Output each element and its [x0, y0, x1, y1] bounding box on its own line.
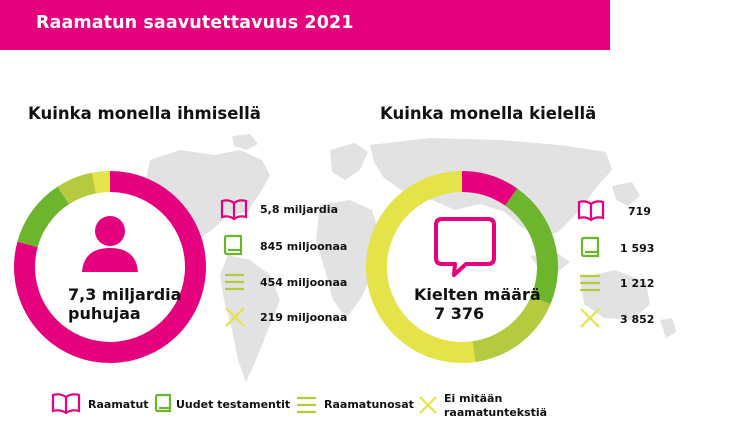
donut-slice: [505, 188, 558, 305]
book-closed-icon: [223, 234, 243, 256]
donut-slice: [472, 296, 551, 363]
data-label: 1 593: [620, 242, 655, 255]
speech-bubble-icon: [434, 217, 496, 277]
languages-donut: [366, 171, 558, 363]
donut-slice: [462, 171, 518, 206]
speakers-total-unit: puhujaa: [68, 304, 141, 323]
legend-label-bibles: Raamatut: [88, 398, 149, 411]
legend-label-new-testaments: Uudet testamentit: [176, 398, 291, 411]
person-icon: [82, 216, 138, 272]
cross-icon: [419, 396, 437, 414]
data-label: 719: [628, 205, 651, 218]
book-icon: [577, 200, 605, 222]
cross-icon: [225, 307, 245, 327]
book-icon: [51, 393, 81, 415]
languages-total-label: Kielten määrä: [414, 285, 541, 304]
speakers-total-label: 7,3 miljardia: [68, 285, 182, 304]
speakers-donut: [14, 171, 207, 363]
languages-total-value: 7 376: [434, 304, 485, 323]
donut-slice: [57, 172, 96, 205]
lines-icon: [297, 396, 316, 414]
header-banner: [0, 0, 610, 50]
data-label: 219 miljoonaa: [260, 311, 348, 324]
data-label: 5,8 miljardia: [260, 203, 339, 216]
legend-label-none-2: raamatuntekstiä: [444, 406, 548, 419]
lines-icon: [580, 274, 600, 292]
donut-slice: [17, 186, 70, 248]
data-label: 845 miljoonaa: [260, 240, 348, 253]
book-closed-icon: [154, 393, 172, 413]
lines-icon: [225, 273, 244, 291]
languages-chart-title: Kuinka monella kielellä: [380, 104, 597, 123]
data-label: 1 212: [620, 277, 655, 290]
data-label: 3 852: [620, 313, 655, 326]
speakers-chart-title: Kuinka monella ihmisellä: [28, 104, 261, 123]
donut-slice: [366, 171, 476, 363]
book-icon: [220, 199, 248, 221]
donut-slice: [92, 171, 110, 194]
legend-label-none-1: Ei mitään: [444, 392, 503, 405]
book-closed-icon: [580, 236, 600, 258]
legend-label-portions: Raamatunosat: [324, 398, 414, 411]
cross-icon: [580, 308, 600, 328]
data-label: 454 miljoonaa: [260, 276, 348, 289]
page-title: Raamatun saavutettavuus 2021: [36, 13, 354, 33]
